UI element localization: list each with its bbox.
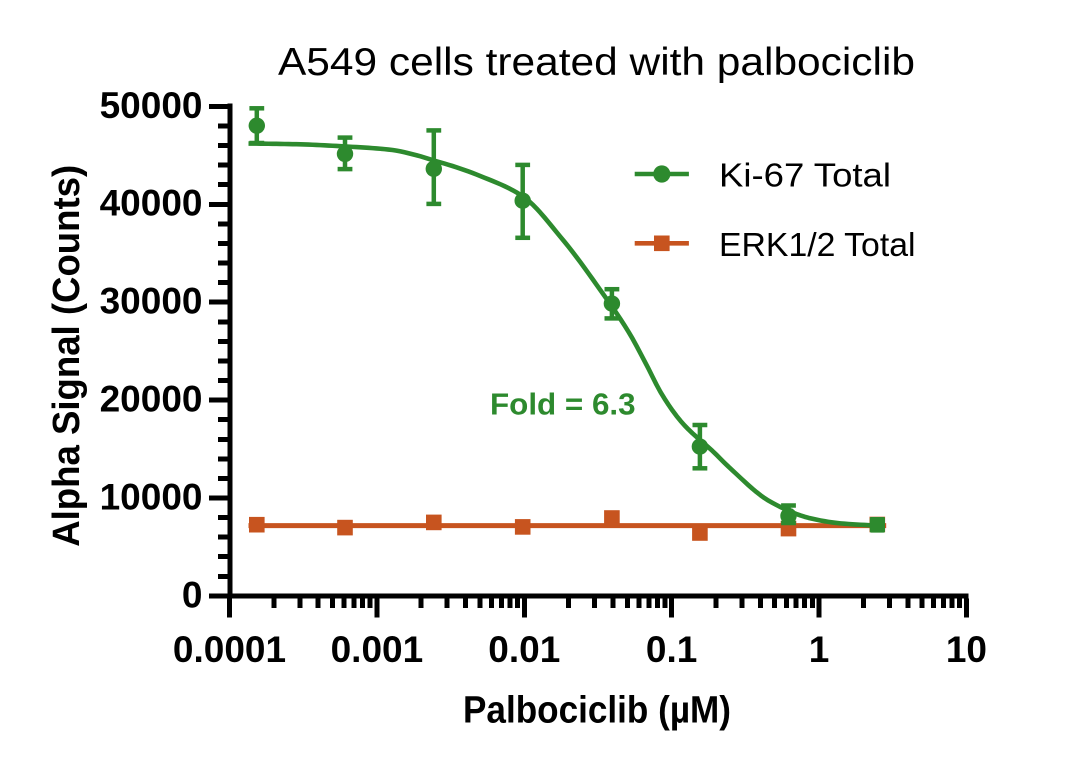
- svg-text:0.01: 0.01: [488, 629, 560, 670]
- svg-text:20000: 20000: [100, 379, 203, 420]
- svg-text:50000: 50000: [100, 85, 203, 126]
- svg-text:0.1: 0.1: [646, 629, 697, 670]
- svg-text:ERK1/2 Total: ERK1/2 Total: [719, 227, 916, 264]
- svg-text:1: 1: [809, 629, 830, 670]
- svg-text:Alpha Signal (Counts): Alpha Signal (Counts): [46, 165, 88, 547]
- svg-text:Fold = 6.3: Fold = 6.3: [490, 386, 636, 421]
- svg-text:0.001: 0.001: [331, 629, 424, 670]
- svg-text:10000: 10000: [100, 476, 203, 517]
- svg-text:0.0001: 0.0001: [173, 629, 286, 670]
- svg-text:30000: 30000: [100, 281, 203, 322]
- svg-text:10: 10: [946, 629, 987, 670]
- svg-text:40000: 40000: [100, 183, 203, 224]
- svg-text:Palbociclib (µM): Palbociclib (µM): [463, 690, 731, 732]
- svg-text:A549 cells treated with palboc: A549 cells treated with palbociclib: [278, 41, 915, 84]
- svg-text:Ki-67 Total: Ki-67 Total: [719, 157, 891, 194]
- svg-text:0: 0: [182, 574, 203, 615]
